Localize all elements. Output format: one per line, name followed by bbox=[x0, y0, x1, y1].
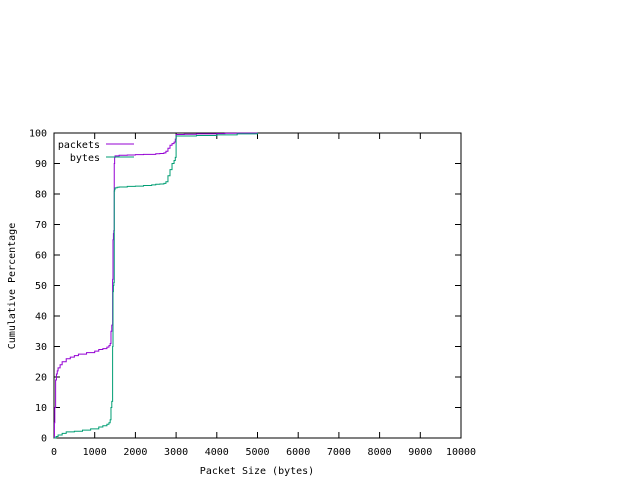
legend-label-packets: packets bbox=[58, 140, 100, 151]
y-axis: 0 10 20 30 40 50 60 70 80 90 100 bbox=[29, 129, 461, 445]
x-tick-label: 4000 bbox=[205, 447, 229, 458]
x-tick-label: 0 bbox=[51, 447, 57, 458]
y-tick-label: 50 bbox=[35, 281, 47, 292]
x-tick-label: 9000 bbox=[408, 447, 432, 458]
x-tick-label: 6000 bbox=[286, 447, 310, 458]
x-axis: 0 1000 2000 3000 4000 5000 6000 7000 8000 9000 100… bbox=[51, 133, 476, 458]
y-tick-label: 90 bbox=[35, 159, 47, 170]
legend-label-bytes: bytes bbox=[70, 153, 100, 164]
y-tick-label: 60 bbox=[35, 251, 47, 262]
y-tick-label: 30 bbox=[35, 342, 47, 353]
series-line-bytes bbox=[54, 133, 258, 439]
y-tick-label: 40 bbox=[35, 312, 47, 323]
y-axis-title: Cumulative Percentage bbox=[7, 223, 18, 349]
legend: packets bytes bbox=[58, 140, 134, 164]
y-tick-label: 20 bbox=[35, 373, 47, 384]
y-tick-label: 70 bbox=[35, 220, 47, 231]
x-tick-label: 7000 bbox=[327, 447, 351, 458]
y-tick-label: 80 bbox=[35, 190, 47, 201]
y-tick-label: 10 bbox=[35, 403, 47, 414]
x-tick-label: 5000 bbox=[245, 447, 269, 458]
series-line-packets bbox=[53, 132, 258, 439]
y-tick-label: 100 bbox=[29, 129, 47, 140]
x-tick-label: 2000 bbox=[123, 447, 147, 458]
x-axis-title: Packet Size (bytes) bbox=[200, 466, 314, 477]
y-tick-label: 0 bbox=[41, 434, 47, 445]
x-tick-label: 10000 bbox=[446, 447, 476, 458]
plot-frame bbox=[53, 132, 462, 439]
x-tick-label: 3000 bbox=[164, 447, 188, 458]
x-tick-label: 8000 bbox=[368, 447, 392, 458]
series-layer bbox=[53, 132, 258, 439]
x-tick-label: 1000 bbox=[83, 447, 107, 458]
